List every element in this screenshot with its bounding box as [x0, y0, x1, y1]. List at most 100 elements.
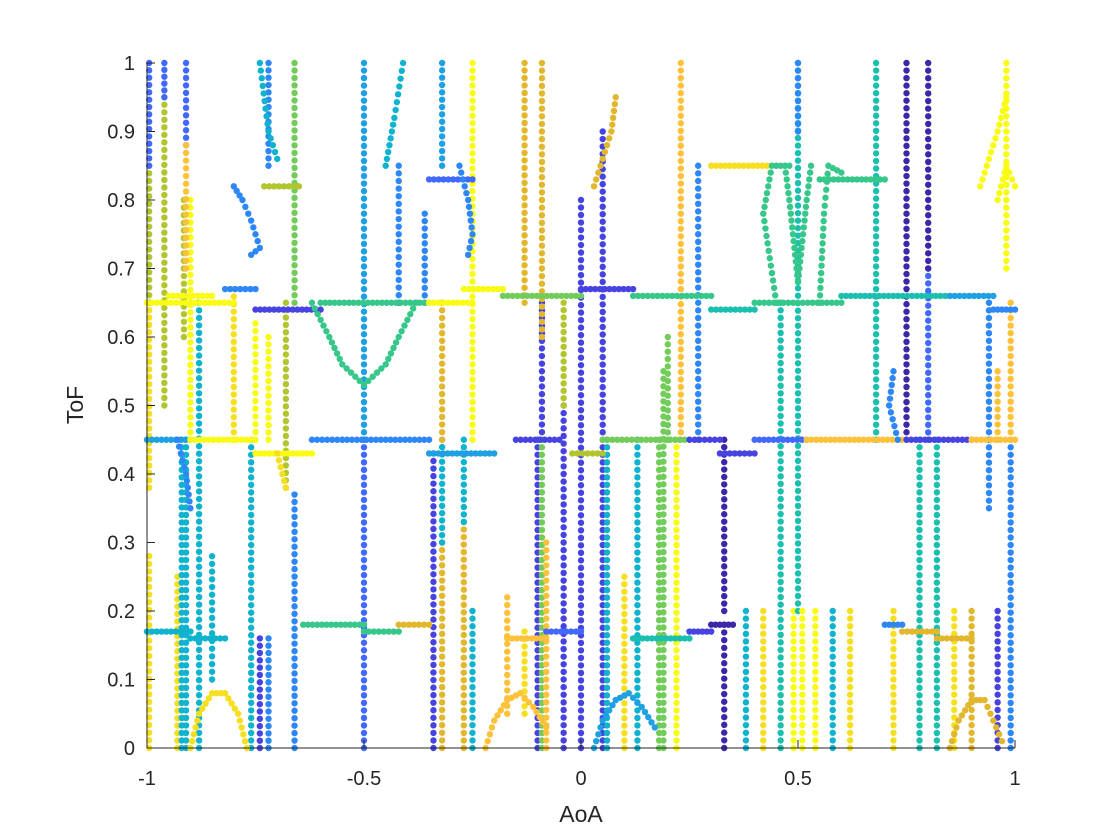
data-point [903, 120, 910, 127]
data-point [145, 231, 153, 238]
data-point [161, 139, 168, 146]
data-point [568, 292, 575, 300]
data-point [925, 347, 932, 354]
data-point [794, 179, 802, 187]
data-point [360, 67, 368, 74]
data-point [196, 299, 204, 306]
data-point [621, 707, 628, 714]
data-point [903, 218, 910, 225]
data-point [994, 683, 1001, 691]
data-point [985, 390, 993, 398]
data-point [785, 189, 792, 197]
data-point [994, 653, 1001, 660]
data-point [161, 59, 168, 67]
data-point [521, 172, 528, 179]
data-point [360, 285, 368, 293]
data-point [985, 459, 993, 466]
data-point [230, 421, 237, 428]
data-point [846, 661, 854, 668]
data-point [777, 397, 784, 405]
data-point [812, 615, 819, 622]
data-point [903, 421, 910, 428]
data-point [538, 310, 546, 318]
data-point [543, 592, 550, 599]
data-point [383, 299, 390, 306]
data-point [256, 693, 264, 701]
data-point [577, 512, 585, 519]
data-point [560, 676, 567, 683]
data-point [812, 607, 819, 615]
data-point [694, 360, 702, 367]
data-point [459, 176, 467, 183]
data-point [208, 292, 216, 300]
data-point [794, 517, 802, 525]
data-point [195, 556, 203, 563]
data-point [777, 578, 784, 586]
data-point [343, 436, 351, 443]
data-point [464, 251, 472, 258]
data-point [256, 715, 264, 722]
data-point [794, 532, 802, 540]
data-point [291, 692, 298, 700]
data-point [528, 292, 536, 300]
data-point [794, 510, 802, 517]
data-point [252, 343, 259, 350]
data-point [230, 353, 237, 361]
data-point [230, 293, 237, 300]
data-point [538, 189, 546, 196]
data-point [175, 292, 182, 300]
data-point [163, 628, 170, 635]
data-point [634, 526, 641, 534]
data-point [794, 382, 802, 389]
data-point [145, 358, 153, 366]
data-point [677, 225, 685, 232]
data-point [634, 684, 641, 692]
data-point [872, 398, 880, 406]
data-point [660, 556, 667, 563]
data-point [469, 429, 476, 436]
data-point [543, 691, 550, 698]
data-point [469, 74, 476, 82]
data-point [145, 306, 153, 314]
data-point [1003, 113, 1010, 120]
data-point [543, 628, 550, 635]
data-point [932, 292, 939, 300]
data-point [994, 623, 1001, 630]
data-point [717, 306, 725, 313]
data-point [265, 730, 272, 737]
data-point [398, 328, 405, 335]
data-point [177, 450, 185, 457]
data-point [275, 306, 282, 313]
data-point [469, 346, 476, 353]
data-point [916, 647, 923, 654]
data-point [751, 450, 758, 457]
data-point [465, 203, 473, 211]
data-point [611, 100, 619, 108]
data-point [195, 691, 203, 699]
data-point [603, 541, 611, 549]
data-point [731, 162, 738, 169]
data-point [786, 162, 793, 169]
data-point [438, 352, 446, 360]
data-point [252, 351, 259, 358]
data-point [872, 225, 880, 232]
data-point [360, 240, 368, 248]
data-point [727, 306, 734, 313]
data-point [577, 714, 585, 722]
data-point [577, 459, 585, 466]
data-point [360, 429, 368, 436]
data-point [247, 474, 255, 481]
data-point [195, 624, 203, 631]
data-point [968, 691, 975, 698]
data-point [395, 231, 402, 238]
data-point [491, 717, 498, 724]
data-point [560, 447, 567, 455]
data-point [195, 676, 203, 684]
data-point [777, 314, 784, 322]
data-point [721, 660, 728, 667]
data-point [608, 128, 615, 135]
data-point [794, 134, 802, 142]
data-point [187, 436, 194, 443]
data-point [195, 442, 203, 450]
data-point [469, 263, 476, 270]
